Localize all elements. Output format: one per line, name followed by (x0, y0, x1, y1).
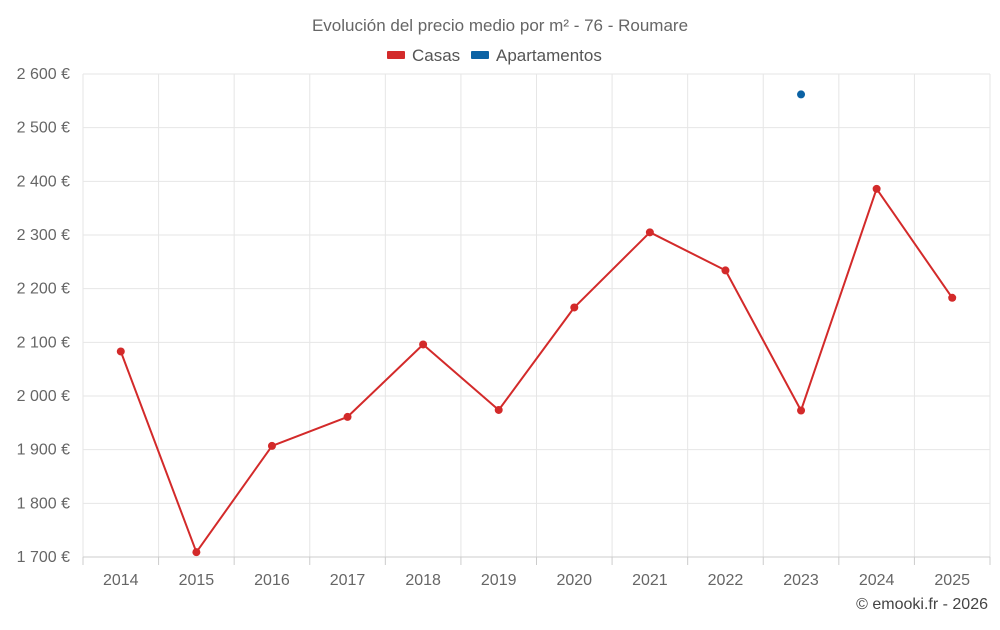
data-point-casas-2020[interactable] (570, 303, 579, 312)
y-tick-label: 2 100 € (17, 334, 70, 351)
series-line-casas (119, 187, 954, 554)
data-point-casas-2019[interactable] (494, 405, 503, 414)
credit-text: © emooki.fr - 2026 (856, 596, 988, 613)
y-tick-label: 2 000 € (17, 388, 70, 405)
y-tick-label: 1 700 € (17, 549, 70, 566)
data-point-casas-2015[interactable] (192, 548, 201, 557)
y-tick-label: 2 400 € (17, 173, 70, 190)
axis-layer: 1 700 € 1 800 € 1 900 € 2 000 € 2 100 € 2 200… (17, 66, 991, 589)
x-tick-label: 2024 (859, 572, 895, 589)
data-point-casas-2025[interactable] (948, 293, 957, 302)
data-point-casas-2021[interactable] (645, 228, 654, 237)
legend-label-casas: Casas (412, 46, 460, 65)
x-tick-label: 2025 (934, 572, 970, 589)
x-tick-label: 2019 (481, 572, 517, 589)
data-point-casas-2022[interactable] (721, 266, 730, 275)
x-tick-label: 2021 (632, 572, 668, 589)
x-tick-label: 2020 (556, 572, 592, 589)
data-point-casas-2023[interactable] (797, 406, 806, 415)
y-tick-label: 2 600 € (17, 66, 70, 83)
chart-title: Evolución del precio medio por m² - 76 -… (312, 16, 688, 35)
y-tick-label: 1 800 € (17, 495, 70, 512)
y-tick-label: 2 300 € (17, 227, 70, 244)
data-point-casas-2014[interactable] (116, 347, 125, 356)
legend-item-apartamentos[interactable]: Apartamentos (471, 46, 602, 65)
data-point-apartamentos-2023[interactable] (797, 90, 806, 99)
x-tick-label: 2023 (783, 572, 819, 589)
legend-item-casas[interactable]: Casas (387, 46, 460, 65)
data-point-casas-2017[interactable] (343, 412, 352, 421)
legend-label-apartamentos: Apartamentos (496, 46, 602, 65)
legend-swatch-casas (387, 51, 405, 59)
x-tick-label: 2015 (179, 572, 215, 589)
y-tick-label: 2 200 € (17, 281, 70, 298)
legend[interactable]: Casas Apartamentos (387, 46, 602, 65)
data-point-casas-2016[interactable] (267, 441, 276, 450)
data-point-casas-2024[interactable] (872, 184, 881, 193)
x-tick-label: 2016 (254, 572, 290, 589)
x-tick-label: 2022 (708, 572, 744, 589)
x-tick-label: 2017 (330, 572, 366, 589)
x-tick-label: 2014 (103, 572, 139, 589)
y-tick-label: 1 900 € (17, 442, 70, 459)
legend-swatch-apartamentos (471, 51, 489, 59)
y-tick-label: 2 500 € (17, 120, 70, 137)
series-layer (116, 90, 957, 557)
grid-layer (82, 73, 991, 557)
x-tick-label: 2018 (405, 572, 441, 589)
data-point-casas-2018[interactable] (419, 340, 428, 349)
